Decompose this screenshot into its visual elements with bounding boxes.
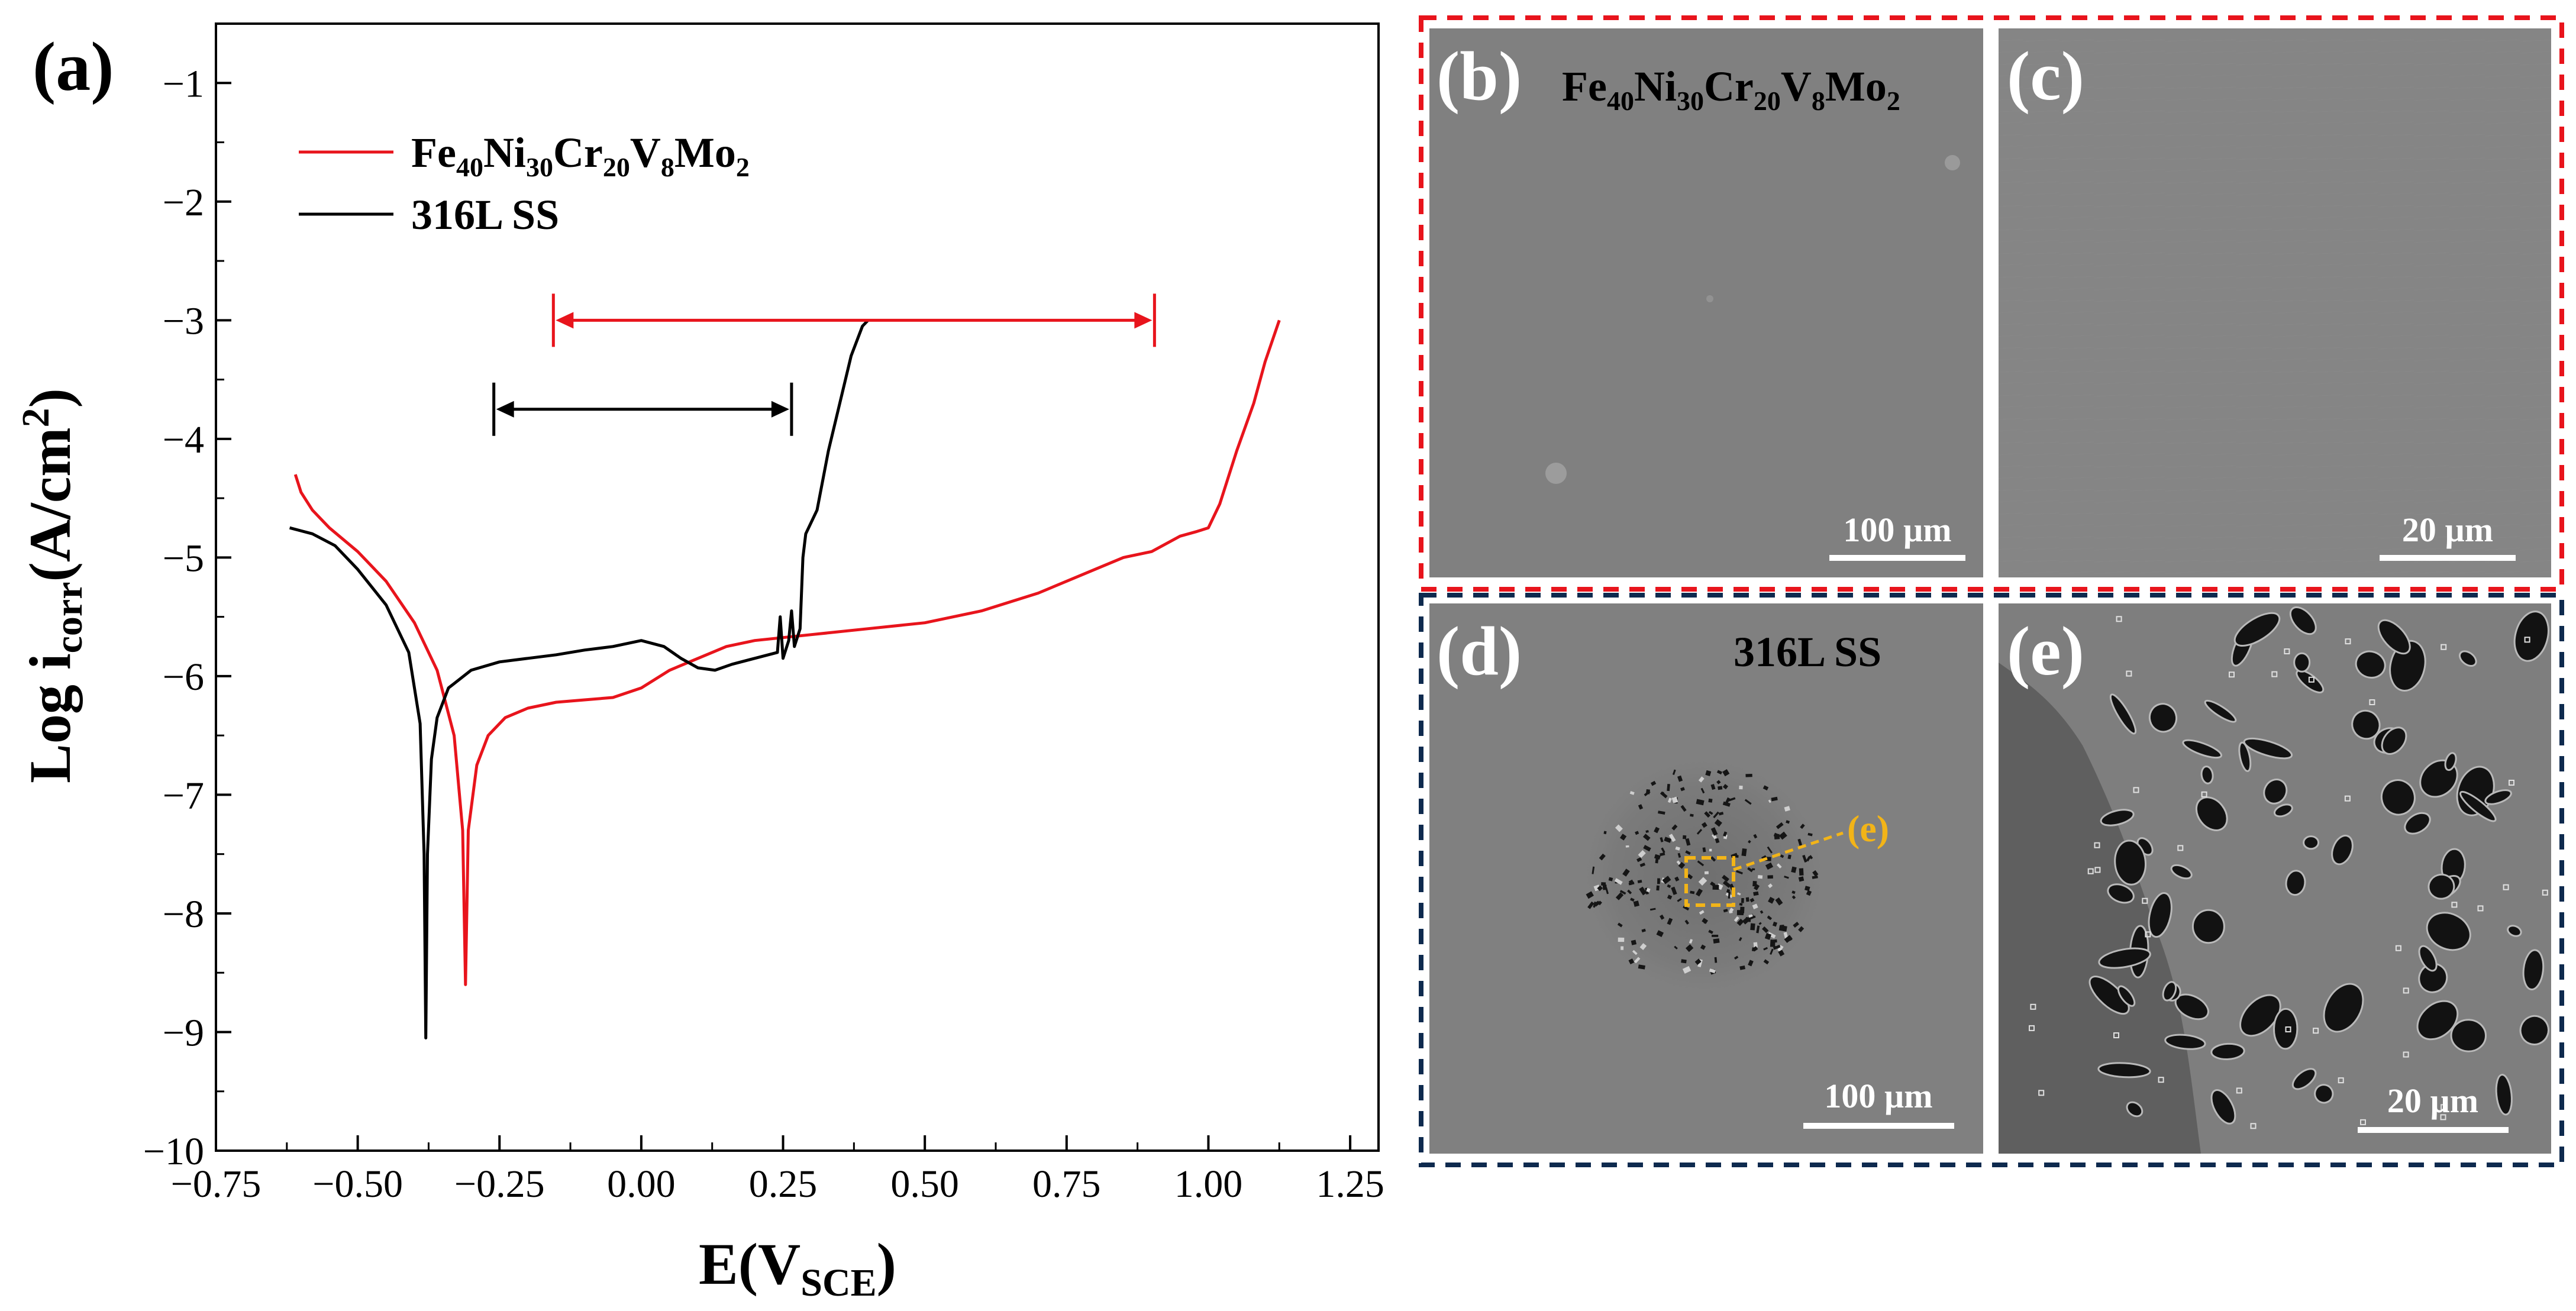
panel-label-d: (d) (1437, 612, 1522, 690)
sem-image-b (1429, 28, 1983, 577)
y-tick-label: −6 (163, 656, 204, 699)
micrograph-c: (c) 20 µm (1999, 28, 2551, 577)
scale-bar-d (1803, 1123, 1954, 1129)
y-tick-label: −5 (163, 537, 204, 580)
x-tick-label: 1.25 (1316, 1163, 1384, 1206)
sem-particle (1945, 155, 1960, 170)
x-axis: −0.75 −0.50 −0.25 0.00 0.25 0.50 0.75 1.00 1.25 (171, 1135, 1384, 1206)
x-tick-label: 1.00 (1174, 1163, 1243, 1206)
scale-label-d: 100 µm (1824, 1077, 1932, 1115)
polarization-plot: −0.75 −0.50 −0.25 0.00 0.25 0.50 0.75 1.00 1.25 … (14, 22, 1384, 1304)
x-tick-label: −0.50 (312, 1163, 403, 1206)
y-tick-label: −2 (163, 181, 204, 224)
scale-label-b: 100 µm (1843, 511, 1951, 549)
micrograph-d-title: 316L SS (1734, 628, 1881, 676)
micrograph-e: (e) 20 µm (1999, 603, 2551, 1154)
x-tick-label: 0.50 (890, 1163, 959, 1206)
callout-leader (1733, 831, 1844, 871)
series-line-316l (289, 319, 870, 1039)
micrograph-b-title: Fe40Ni30Cr20V8Mo2 (1562, 63, 1900, 116)
x-tick-label: −0.75 (171, 1163, 262, 1206)
corrosion-pits (1586, 769, 1819, 975)
x-tick-label: 0.25 (749, 1163, 818, 1206)
annotation-layer (492, 293, 1156, 436)
sem-particle (1706, 295, 1713, 302)
series-line-alloy (293, 319, 1281, 986)
series-layer (289, 319, 1281, 1039)
passive-range-alloy (551, 293, 1156, 347)
y-axis: −10 −9 −8 −7 −6 −5 −4 −3 −2 −1 (143, 22, 231, 1173)
legend-label-alloy: Fe40Ni30Cr20V8Mo2 (411, 129, 750, 182)
y-tick-label: −3 (163, 299, 204, 343)
sem-scratches (1999, 28, 2551, 577)
y-tick-label: −1 (163, 62, 204, 105)
legend: Fe40Ni30Cr20V8Mo2 316L SS (299, 129, 750, 238)
y-tick-label: −9 (163, 1011, 204, 1054)
y-tick-label: −8 (163, 893, 204, 936)
y-tick-label: −4 (163, 418, 204, 461)
callout-label: (e) (1847, 808, 1889, 850)
plot-frame (215, 22, 1380, 1152)
panel-label-b: (b) (1437, 37, 1522, 115)
y-tick-label: −10 (143, 1130, 204, 1173)
micrograph-d: (e) (d) 316L SS 100 µm (1429, 603, 1983, 1154)
y-tick-label: −7 (163, 774, 204, 817)
corrosion-pit-zone (1577, 751, 1831, 1000)
panel-label-e: (e) (2007, 612, 2084, 690)
x-tick-label: −0.25 (454, 1163, 545, 1206)
passive-range-316l (492, 382, 793, 436)
panel-label-a: (a) (33, 28, 114, 105)
legend-label-316l: 316L SS (411, 191, 559, 238)
x-axis-title: E(VSCE) (699, 1231, 896, 1304)
scale-label-c: 20 µm (2402, 511, 2493, 549)
corrosion-rough-edge (1999, 663, 2201, 1154)
group-border-top (1419, 15, 2564, 592)
x-tick-label: 0.75 (1032, 1163, 1101, 1206)
callout-box (1684, 856, 1735, 907)
panel-label-c: (c) (2007, 37, 2084, 115)
micrograph-b: (b) Fe40Ni30Cr20V8Mo2 100 µm (1429, 28, 1983, 577)
scale-label-e: 20 µm (2387, 1081, 2478, 1120)
group-border-bottom (1419, 593, 2564, 1167)
scale-bar-c (2380, 555, 2516, 561)
y-axis-title: Log icorr(A/cm2) (14, 388, 91, 783)
scale-bar-e (2358, 1127, 2509, 1133)
corrosion-pits-magnified (2029, 606, 2549, 1129)
x-tick-label: 0.00 (607, 1163, 676, 1206)
sem-particle (1545, 463, 1567, 484)
scale-bar-b (1829, 555, 1965, 561)
